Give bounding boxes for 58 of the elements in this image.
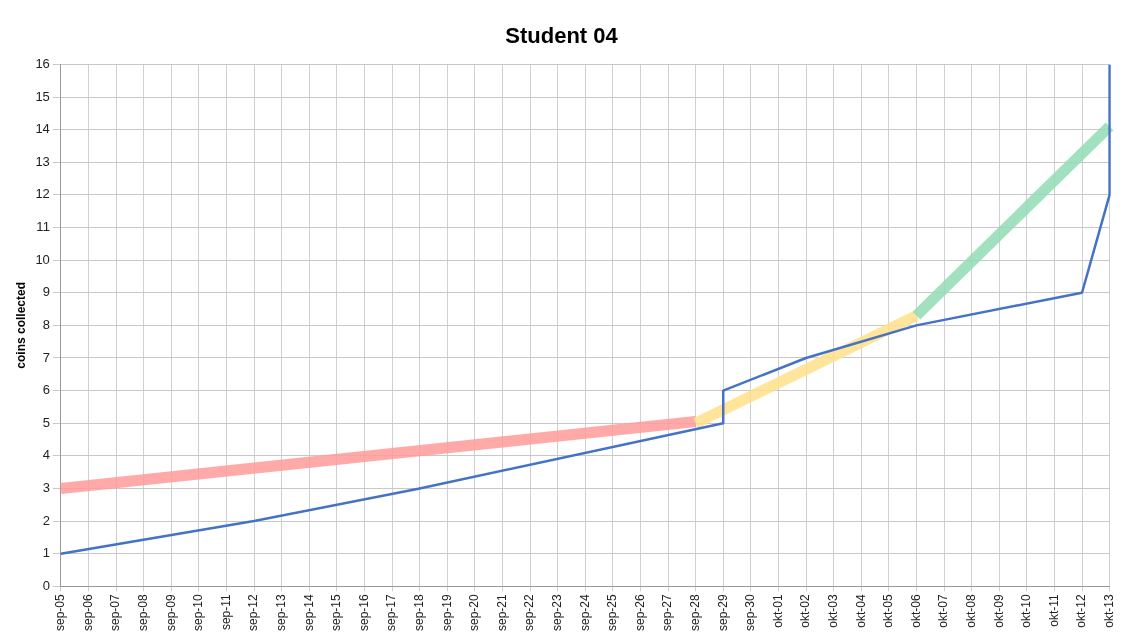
x-tick-label: sep-26 xyxy=(632,593,647,632)
y-axis-title: coins collected xyxy=(13,282,28,369)
y-tick-label: 3 xyxy=(42,480,50,496)
x-tick-label: sep-05 xyxy=(53,593,68,632)
x-tick-label: okt-03 xyxy=(825,593,840,628)
x-tick-label: okt-10 xyxy=(1019,593,1034,628)
y-tick-label: 13 xyxy=(35,153,50,169)
x-tick-label: okt-04 xyxy=(853,593,868,628)
x-tick-label: sep-21 xyxy=(494,593,509,632)
x-tick-label: okt-06 xyxy=(908,593,923,628)
x-tick-label: sep-16 xyxy=(356,593,371,632)
x-tick-label: sep-07 xyxy=(108,593,123,632)
x-tick-label: okt-12 xyxy=(1074,593,1089,628)
y-tick-label: 14 xyxy=(35,121,50,137)
x-tick-label: sep-19 xyxy=(439,593,454,632)
y-tick-label: 15 xyxy=(35,88,50,104)
x-tick-label: okt-09 xyxy=(991,593,1006,628)
x-tick-label: sep-25 xyxy=(605,593,620,632)
x-tick-label: sep-13 xyxy=(273,593,288,632)
chart-title: Student 04 xyxy=(505,23,619,49)
y-tick-label: 5 xyxy=(42,414,50,430)
x-tick-label: sep-18 xyxy=(411,593,426,632)
x-tick-label: okt-05 xyxy=(881,593,896,628)
y-tick-label: 10 xyxy=(35,251,50,267)
x-tick-label: sep-29 xyxy=(715,593,730,632)
x-tick-label: sep-11 xyxy=(218,593,233,631)
y-tick-label: 6 xyxy=(42,382,50,398)
x-tick-label: okt-02 xyxy=(798,593,813,628)
x-tick-label: sep-12 xyxy=(246,593,261,632)
x-tick-label: okt-01 xyxy=(770,593,785,628)
x-tick-label: okt-13 xyxy=(1101,593,1116,628)
y-tick-label: 9 xyxy=(42,284,50,300)
x-tick-label: sep-09 xyxy=(163,593,178,632)
y-tick-label: 7 xyxy=(42,349,50,365)
y-tick-label: 8 xyxy=(42,316,50,332)
x-tick-label: okt-07 xyxy=(936,593,951,628)
x-tick-label: sep-23 xyxy=(549,593,564,632)
x-tick-label: sep-06 xyxy=(80,593,95,632)
x-tick-label: okt-08 xyxy=(963,593,978,628)
x-tick-label: sep-14 xyxy=(301,593,316,632)
y-tick-label: 16 xyxy=(35,55,50,71)
y-tick-label: 1 xyxy=(42,545,50,561)
y-tick-label: 0 xyxy=(42,577,50,593)
x-tick-label: sep-17 xyxy=(384,593,399,632)
y-tick-label: 11 xyxy=(36,219,50,235)
x-tick-label: sep-30 xyxy=(743,593,758,632)
x-tick-label: sep-08 xyxy=(135,593,150,632)
x-tick-label: sep-28 xyxy=(687,593,702,632)
x-tick-label: sep-15 xyxy=(329,593,344,632)
x-tick-label: sep-27 xyxy=(660,593,675,632)
x-tick-label: sep-22 xyxy=(522,593,537,632)
x-tick-label: sep-20 xyxy=(467,593,482,632)
y-tick-label: 2 xyxy=(42,512,50,528)
y-tick-label: 12 xyxy=(35,186,50,202)
y-tick-label: 4 xyxy=(42,447,50,463)
x-tick-label: sep-24 xyxy=(577,593,592,632)
x-tick-label: sep-10 xyxy=(191,593,206,632)
x-tick-label: okt-11 xyxy=(1046,593,1061,627)
